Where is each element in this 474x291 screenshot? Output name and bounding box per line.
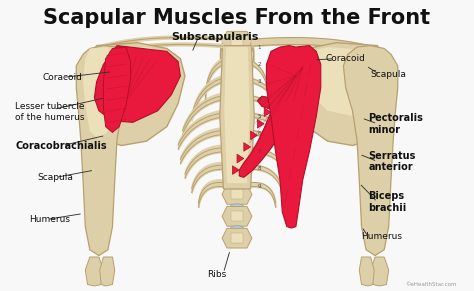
- Text: Lesser tubercle
of the humerus: Lesser tubercle of the humerus: [15, 102, 85, 122]
- Polygon shape: [231, 233, 243, 243]
- Text: 6: 6: [257, 132, 261, 136]
- Polygon shape: [231, 189, 243, 199]
- Polygon shape: [231, 124, 243, 134]
- Polygon shape: [231, 102, 243, 112]
- Text: 5: 5: [257, 114, 261, 119]
- Polygon shape: [264, 108, 271, 116]
- Polygon shape: [289, 43, 389, 146]
- Polygon shape: [359, 257, 374, 286]
- Polygon shape: [220, 46, 254, 189]
- Polygon shape: [94, 47, 173, 116]
- Polygon shape: [222, 206, 252, 226]
- Ellipse shape: [231, 116, 243, 120]
- Text: Ribs: Ribs: [207, 270, 226, 279]
- Polygon shape: [76, 46, 130, 255]
- Text: Scapular Muscles From the Front: Scapular Muscles From the Front: [44, 8, 430, 28]
- Ellipse shape: [231, 51, 243, 54]
- Polygon shape: [231, 58, 243, 68]
- Text: Serratus
anterior: Serratus anterior: [368, 151, 416, 172]
- Polygon shape: [231, 36, 243, 46]
- Polygon shape: [231, 211, 243, 221]
- Text: Biceps
brachii: Biceps brachii: [368, 191, 407, 213]
- Polygon shape: [224, 47, 250, 183]
- Text: 7: 7: [257, 149, 261, 154]
- Polygon shape: [257, 50, 312, 109]
- Polygon shape: [232, 166, 239, 175]
- Polygon shape: [371, 257, 389, 286]
- Ellipse shape: [231, 182, 243, 186]
- Polygon shape: [266, 46, 321, 228]
- Text: Humerus: Humerus: [362, 232, 402, 241]
- Text: 1: 1: [257, 45, 261, 49]
- Ellipse shape: [231, 73, 243, 76]
- Text: 2: 2: [257, 62, 261, 67]
- Text: Humerus: Humerus: [29, 215, 70, 224]
- Polygon shape: [239, 49, 307, 177]
- Ellipse shape: [231, 160, 243, 164]
- Polygon shape: [222, 184, 252, 204]
- Polygon shape: [222, 163, 252, 182]
- Polygon shape: [231, 80, 243, 90]
- Text: ©eHealthStar.com: ©eHealthStar.com: [405, 282, 456, 288]
- Ellipse shape: [231, 226, 243, 229]
- Polygon shape: [83, 47, 121, 140]
- Text: 3: 3: [257, 79, 261, 84]
- Polygon shape: [222, 119, 252, 139]
- Text: 4: 4: [257, 97, 261, 102]
- Polygon shape: [231, 146, 243, 156]
- Polygon shape: [257, 119, 264, 128]
- Text: Coracoid: Coracoid: [42, 73, 82, 82]
- Text: Scapula: Scapula: [38, 173, 73, 182]
- Polygon shape: [94, 46, 181, 122]
- Text: 8: 8: [257, 166, 261, 171]
- Polygon shape: [301, 47, 380, 116]
- Text: 9: 9: [257, 184, 261, 189]
- Text: Coracoid: Coracoid: [325, 54, 365, 63]
- Polygon shape: [244, 143, 251, 151]
- Polygon shape: [222, 53, 252, 73]
- Polygon shape: [100, 257, 115, 286]
- Text: Scapula: Scapula: [371, 70, 407, 79]
- Polygon shape: [222, 141, 252, 161]
- Polygon shape: [237, 154, 244, 163]
- Polygon shape: [222, 75, 252, 95]
- Polygon shape: [85, 43, 185, 146]
- Polygon shape: [85, 257, 103, 286]
- Ellipse shape: [231, 95, 243, 98]
- Ellipse shape: [231, 138, 243, 142]
- Polygon shape: [222, 97, 252, 117]
- Ellipse shape: [231, 204, 243, 207]
- Polygon shape: [231, 168, 243, 178]
- Text: Pectoralis
minor: Pectoralis minor: [368, 113, 423, 134]
- Polygon shape: [344, 46, 398, 255]
- Text: Subscapularis: Subscapularis: [171, 32, 259, 42]
- Polygon shape: [222, 228, 252, 248]
- Polygon shape: [103, 47, 130, 132]
- Text: Coracobrachialis: Coracobrachialis: [15, 141, 107, 150]
- Polygon shape: [222, 31, 252, 51]
- Polygon shape: [251, 131, 257, 140]
